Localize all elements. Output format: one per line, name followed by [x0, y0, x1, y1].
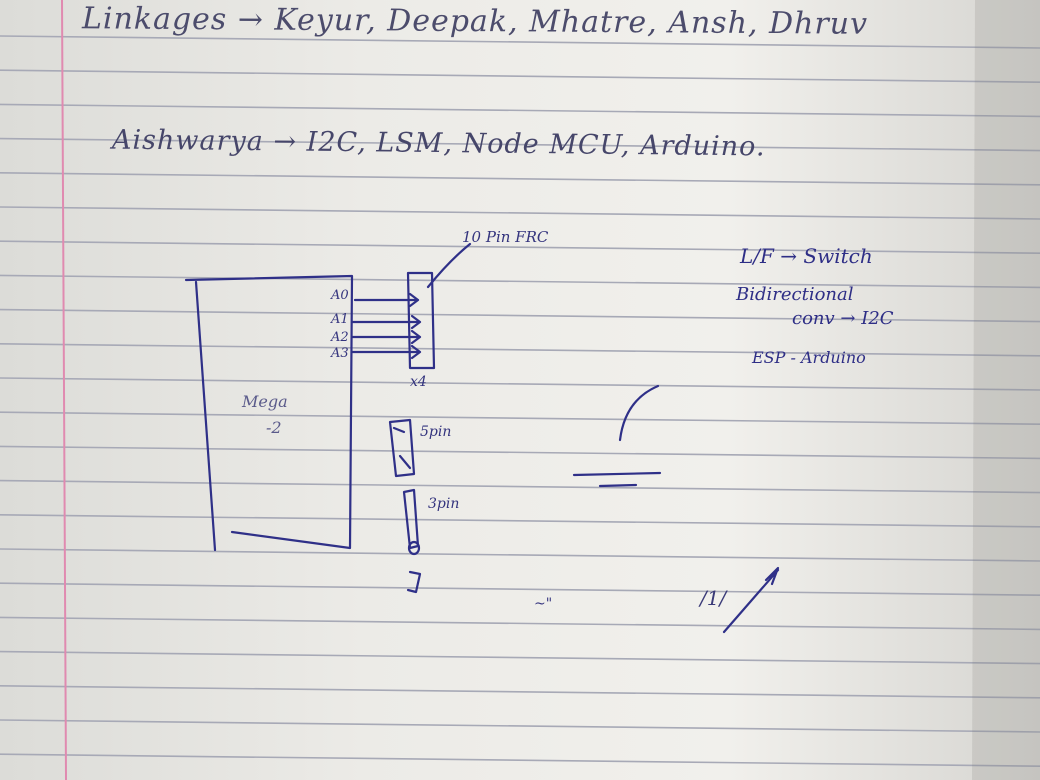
ruled-line [0, 69, 1040, 83]
frc-leader-line [426, 242, 472, 289]
five-pin-connector [388, 418, 416, 478]
label-board-1: Mega [242, 392, 288, 411]
arc-mark [618, 384, 660, 442]
label-pin-a2: A2 [331, 330, 349, 345]
board-outline [184, 274, 354, 552]
page-edge-shadow [972, 0, 1040, 780]
label-pin-a1: A1 [331, 312, 349, 327]
ruled-line [0, 206, 1040, 220]
ruled-line [0, 35, 1040, 49]
ground-mark [572, 471, 662, 488]
ruled-line [0, 753, 1040, 767]
note-lf-switch: L/F → Switch [740, 244, 873, 268]
ruled-line [0, 582, 1040, 596]
ruled-line [0, 137, 1040, 152]
misc-mark-1: ~" [534, 596, 553, 612]
ruled-line [0, 377, 1040, 391]
ruled-line [0, 411, 1040, 425]
ruled-line [0, 685, 1040, 699]
pin-arrow-a3 [350, 344, 422, 360]
note-conv-i2c: conv → I2C [792, 308, 894, 329]
ruled-line [0, 172, 1040, 186]
ruled-line [0, 445, 1040, 460]
ruled-line [0, 616, 1040, 631]
ruled-line [0, 479, 1040, 494]
bracket-mark [406, 570, 422, 594]
note-esp-arduino: ESP - Arduino [752, 348, 866, 367]
label-five-pin: 5pin [420, 424, 452, 440]
frc-connector [406, 271, 436, 370]
pin-arrow-a2 [350, 329, 422, 345]
label-frc: 10 Pin FRC [462, 228, 549, 246]
ruled-line [0, 343, 1040, 357]
misc-mark-2: /1/ [700, 586, 727, 610]
label-pin-a3: A3 [331, 346, 349, 361]
ruled-line [0, 719, 1040, 733]
three-pin-connector [402, 488, 420, 550]
label-pin-a0: A0 [331, 288, 349, 303]
ruled-line [0, 274, 1040, 289]
label-three-pin: 3pin [428, 496, 460, 512]
note-bidirectional: Bidirectional [736, 284, 854, 305]
ruled-line [0, 514, 1040, 528]
ruled-line [0, 240, 1040, 254]
label-multiplier: x4 [410, 374, 427, 390]
three-pin-end [407, 540, 421, 556]
pin-arrow-a1 [350, 314, 422, 330]
pin-arrow-a0 [353, 292, 420, 308]
ruled-line [0, 650, 1040, 665]
margin-line [61, 0, 67, 780]
slash-mark [722, 566, 780, 634]
ruled-line [0, 548, 1040, 562]
label-board-2: -2 [266, 418, 282, 437]
ruled-line [0, 308, 1040, 323]
ruled-line [0, 103, 1040, 118]
